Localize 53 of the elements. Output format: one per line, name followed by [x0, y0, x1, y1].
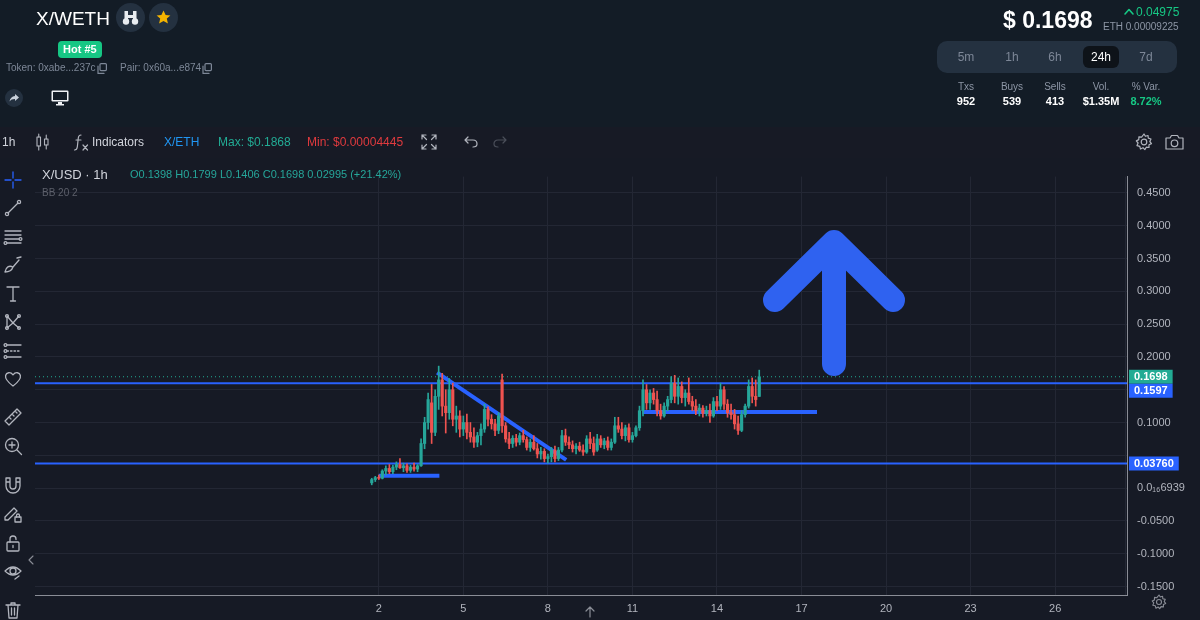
text: 6h	[1048, 50, 1062, 64]
x-tick-label: 2	[375, 601, 382, 614]
text: Indicators	[92, 135, 145, 149]
text: Vol.	[1092, 81, 1110, 92]
x-tick-label: 17	[795, 601, 808, 614]
text: Min: $0.00004445	[307, 135, 404, 149]
text: Pair: 0x60a...e874	[120, 62, 202, 73]
chart-title: X/USD · 1h	[42, 167, 108, 182]
x-tick-label: 11	[626, 601, 639, 614]
text: Txs	[957, 81, 975, 92]
y-tick-label: 0.2500	[1137, 317, 1171, 330]
text: 0.04975	[1136, 5, 1180, 19]
y-tick-label: -0.1500	[1137, 579, 1175, 592]
x-tick-label: 14	[710, 601, 724, 614]
text: 539	[1002, 95, 1022, 107]
annotation: BB 20 2	[42, 187, 78, 198]
y-tick-label: 0.2000	[1137, 349, 1171, 362]
text: Sells	[1044, 81, 1066, 92]
y-tick-label: -0.0500	[1137, 513, 1175, 526]
ref-line-label: 0.1698	[1134, 370, 1168, 383]
y-tick-label: 0.4500	[1137, 186, 1171, 199]
text: 5m	[957, 50, 975, 64]
x-tick-label: 8	[544, 601, 551, 614]
y-tick-label: 0.4000	[1137, 218, 1171, 231]
text: Token: 0xabe...237c	[6, 62, 96, 73]
y-tick-label: 0.0₁₆6939	[1137, 481, 1185, 494]
y-tick-label: 0.3500	[1137, 251, 1171, 264]
ref-line-label: 0.1597	[1134, 384, 1168, 397]
text: % Var.	[1131, 81, 1161, 92]
text: 7d	[1139, 50, 1153, 64]
text: 24h	[1082, 46, 1120, 68]
x-tick-label: 23	[964, 601, 977, 614]
text: $1.35M	[1082, 95, 1120, 107]
x-tick-label: 5	[460, 601, 467, 614]
text: ETH 0.00009225	[1103, 21, 1179, 32]
text: Max: $0.1868	[218, 135, 291, 149]
text: X/ETH	[164, 135, 200, 149]
text: 1h	[1005, 50, 1019, 64]
ref-line-label: 0.03760	[1134, 456, 1174, 469]
x-tick-label: 20	[879, 601, 893, 614]
text: Hot #5	[58, 41, 102, 58]
y-tick-label: -0.1000	[1137, 546, 1175, 559]
text: 952	[956, 95, 976, 107]
y-tick-label: 0.1000	[1137, 415, 1171, 428]
text: 8.72%	[1130, 95, 1162, 107]
text: 1h	[2, 135, 16, 149]
chart-subtitle: O0.1398 H0.1799 L0.1406 C0.1698 0.02995 (+21.42%)	[130, 168, 402, 180]
y-tick-label: 0.3000	[1137, 284, 1171, 297]
x-tick-label: 26	[1049, 601, 1062, 614]
text: Buys	[1000, 81, 1024, 92]
text: 413	[1045, 95, 1065, 107]
text: X/WETH	[36, 8, 110, 29]
text: $ 0.1698	[1003, 7, 1093, 33]
